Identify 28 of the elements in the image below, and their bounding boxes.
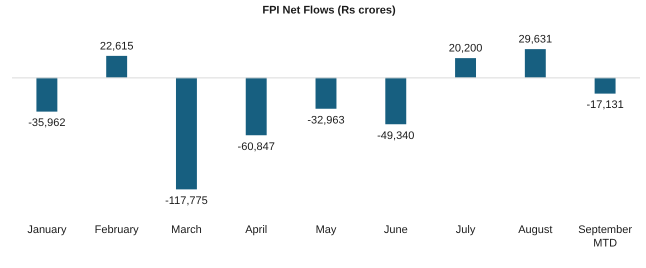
- bar: [246, 77, 267, 136]
- chart-title: FPI Net Flows (Rs crores): [262, 4, 396, 17]
- data-label: -49,340: [377, 130, 414, 142]
- x-tick-label: January: [27, 224, 67, 236]
- data-label: -60,847: [238, 140, 275, 153]
- x-tick-label: June: [384, 224, 408, 236]
- bar: [524, 49, 546, 78]
- bar: [594, 77, 616, 94]
- data-label: 20,200: [448, 42, 482, 55]
- bar: [106, 56, 128, 78]
- data-label: -117,775: [165, 194, 208, 207]
- bar: [36, 77, 58, 112]
- x-tick-label: February: [94, 224, 140, 236]
- x-tick-label: May: [316, 224, 337, 236]
- bar: [385, 77, 406, 124]
- data-label: 29,631: [518, 34, 552, 46]
- data-label: -35,962: [28, 117, 66, 130]
- bar: [316, 77, 336, 109]
- bar: [455, 58, 476, 78]
- data-label: -32,963: [307, 114, 345, 126]
- x-tick-label: April: [245, 224, 268, 236]
- data-label: 22,615: [100, 40, 134, 52]
- data-label: -17,131: [586, 99, 624, 112]
- bar: [176, 77, 197, 190]
- x-tick-label: July: [456, 224, 476, 236]
- x-tick-label: March: [171, 224, 202, 236]
- x-tick-label: September MTD: [578, 224, 632, 250]
- x-tick-label: August: [518, 224, 552, 236]
